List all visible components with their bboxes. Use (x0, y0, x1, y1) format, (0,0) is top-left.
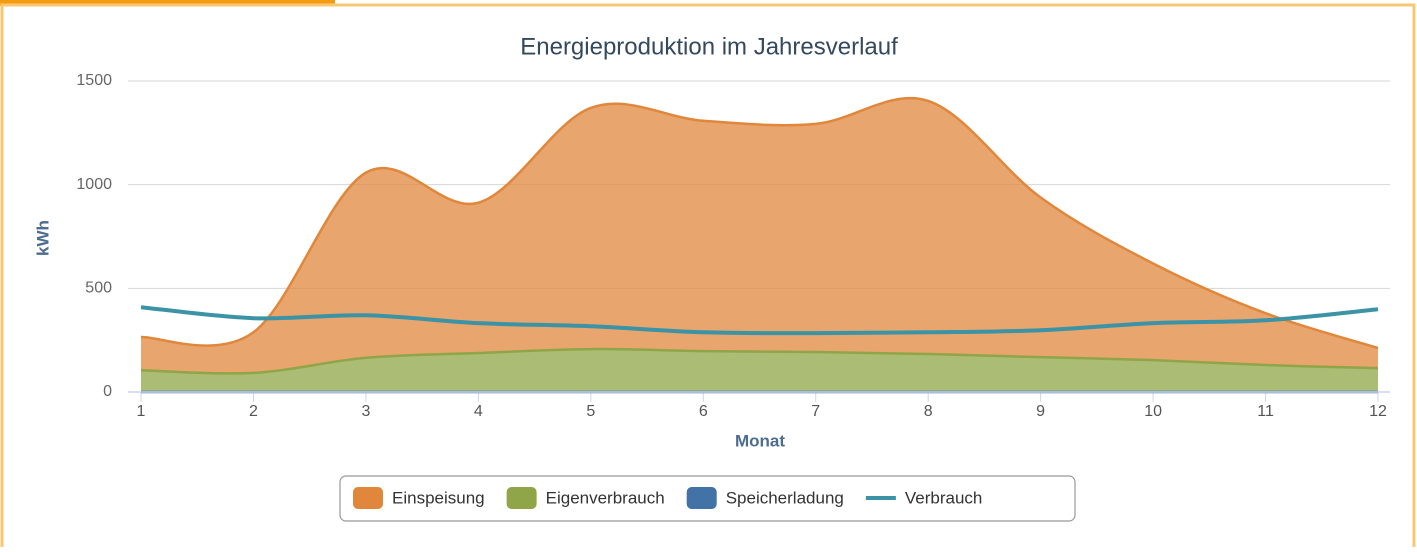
y-tick-label: 0 (103, 383, 112, 400)
y-tick-label: 500 (85, 280, 112, 297)
legend-symbol (686, 487, 717, 509)
x-tick-label: 11 (1257, 403, 1274, 420)
x-tick-label: 7 (811, 403, 820, 420)
x-tick-label: 6 (699, 403, 708, 420)
area (141, 349, 1378, 392)
x-tick-label: 12 (1369, 403, 1387, 420)
x-axis-label: Monat (735, 431, 785, 450)
x-tick-label: 2 (249, 403, 258, 420)
y-tick-label: 1500 (76, 72, 112, 89)
legend-symbol (506, 487, 537, 509)
x-tick-label: 1 (137, 403, 146, 420)
x-tick-label: 8 (924, 403, 933, 420)
frame (0, 3, 1416, 547)
chart-title: Energieproduktion im Jahresverlauf (520, 33, 898, 60)
tab (0, 0, 335, 6)
x-tick-label: 10 (1144, 403, 1162, 420)
line (140, 305, 1379, 336)
y-tick-label: 1000 (76, 176, 112, 193)
x-tick-label: 5 (586, 403, 595, 420)
area-line (140, 347, 1379, 375)
legend-label: Eigenverbrauch (546, 488, 665, 507)
legend-label: Speicherladung (726, 488, 844, 507)
area-line (140, 96, 1379, 350)
area (141, 98, 1378, 374)
x-tick-label: 9 (1036, 403, 1045, 420)
legend-label: Verbrauch (905, 488, 983, 507)
legend-symbol (353, 487, 383, 509)
legend-label: Einspeisung (392, 488, 485, 507)
y-axis-label: kWh (33, 220, 52, 256)
x-tick-label: 3 (361, 403, 370, 420)
x-tick-label: 4 (474, 403, 483, 420)
